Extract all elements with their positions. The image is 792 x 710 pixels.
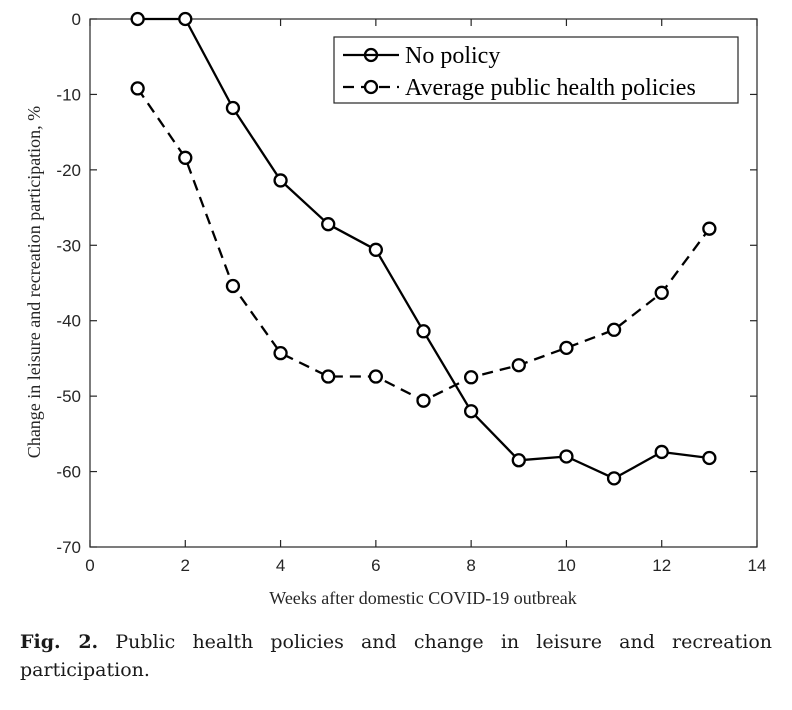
legend-label-no-policy: No policy	[405, 43, 500, 69]
y-tick-label: -20	[56, 161, 81, 180]
data-point-no-policy	[416, 324, 431, 339]
data-point-no-policy	[702, 450, 717, 466]
y-axis-label: Change in leisure and recreation partici…	[24, 106, 44, 458]
x-tick-label: 4	[276, 556, 285, 575]
data-point-average-public-health-policies	[702, 221, 717, 236]
legend-box	[333, 36, 739, 104]
data-point-no-policy	[463, 404, 479, 419]
data-point-no-policy	[130, 11, 145, 27]
x-axis-ticks: 0 2 4 6 8 10 12 14	[85, 19, 766, 575]
y-tick-label: -70	[56, 538, 81, 557]
line-chart: 0 -10 -20 -30 -40 -50 -60 -70 0 2 4 6 8 10 12 14 Chang…	[24, 10, 766, 608]
figure-caption-text: Public health policies and change in lei…	[20, 631, 773, 681]
x-tick-label: 6	[371, 556, 380, 575]
series-line-average-public-health-policies	[136, 87, 711, 402]
x-tick-label: 2	[181, 556, 190, 575]
series-average-public-health-policies	[130, 81, 717, 408]
data-point-average-public-health-policies	[273, 345, 288, 361]
series-no-policy	[130, 11, 717, 486]
x-axis-label: Weeks after domestic COVID-19 outbreak	[269, 588, 576, 608]
data-point-average-public-health-policies	[606, 322, 622, 337]
figure-label: Fig. 2.	[20, 631, 99, 653]
data-point-no-policy	[321, 217, 336, 232]
series-layer	[130, 11, 717, 486]
data-point-no-policy	[273, 173, 288, 188]
data-point-average-public-health-policies	[654, 285, 669, 300]
data-point-no-policy	[559, 449, 574, 464]
x-tick-label: 8	[466, 556, 475, 575]
y-tick-label: -50	[56, 387, 81, 406]
figure-caption: Fig. 2. Public health policies and chang…	[20, 628, 772, 684]
y-tick-label: -30	[56, 236, 81, 255]
data-point-average-public-health-policies	[130, 81, 145, 96]
legend: No policy Average public health policies	[333, 36, 739, 104]
data-point-average-public-health-policies	[511, 358, 526, 373]
data-point-average-public-health-policies	[225, 278, 241, 294]
legend-marker-no-policy	[363, 47, 379, 63]
data-point-no-policy	[178, 11, 193, 27]
data-point-average-public-health-policies	[178, 150, 193, 165]
data-point-average-public-health-policies	[416, 393, 431, 408]
data-point-no-policy	[368, 242, 384, 257]
data-point-no-policy	[606, 471, 622, 486]
data-point-no-policy	[654, 444, 669, 460]
data-point-average-public-health-policies	[463, 370, 479, 385]
data-point-no-policy	[225, 100, 241, 116]
y-tick-label: -40	[56, 312, 81, 331]
legend-marker-average-policies	[363, 79, 379, 95]
plot-area	[89, 18, 758, 548]
x-tick-label: 0	[85, 556, 94, 575]
plot-frame	[89, 18, 758, 548]
y-tick-label: 0	[72, 10, 81, 29]
x-tick-label: 14	[748, 556, 767, 575]
x-tick-label: 10	[557, 556, 576, 575]
data-point-average-public-health-policies	[321, 369, 336, 384]
data-point-no-policy	[511, 453, 526, 468]
y-tick-label: -10	[56, 85, 81, 104]
data-point-average-public-health-policies	[368, 369, 384, 384]
data-point-average-public-health-policies	[559, 340, 574, 356]
y-tick-label: -60	[56, 463, 81, 482]
legend-label-average-policies: Average public health policies	[405, 75, 696, 101]
y-axis-ticks: 0 -10 -20 -30 -40 -50 -60 -70	[56, 10, 757, 557]
x-tick-label: 12	[652, 556, 671, 575]
